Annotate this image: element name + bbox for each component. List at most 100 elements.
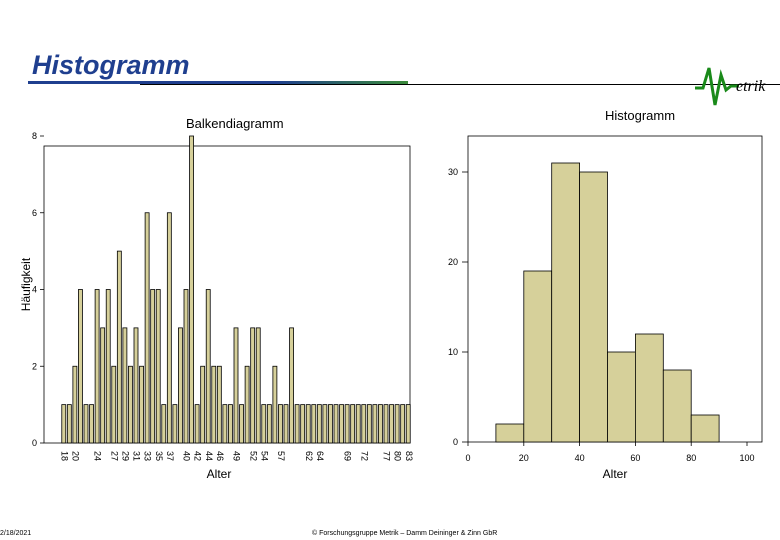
histogram-x-tick-label: 40: [575, 453, 585, 463]
bar-chart-bar: [261, 404, 267, 444]
bar-chart-bar: [244, 365, 250, 444]
bar-chart-bar: [78, 289, 83, 444]
title-underline: [28, 81, 408, 84]
bar-chart-bar: [83, 404, 89, 444]
footer-date: 2/18/2021: [0, 530, 32, 537]
histogram-x-tick-label: 20: [519, 453, 529, 463]
histogram-x-tick-label: 80: [686, 453, 696, 463]
bar-chart-bar: [278, 404, 283, 444]
bar-chart-bar: [222, 404, 228, 444]
bar-chart-x-tick-label: 72: [359, 451, 369, 461]
bar-chart-bar: [116, 250, 122, 444]
bar-chart-bar: [178, 327, 183, 444]
bar-chart-bar: [166, 212, 172, 444]
bar-chart-bar: [255, 327, 261, 444]
bar-chart-bar: [266, 404, 272, 444]
bar-chart-bar: [189, 135, 194, 444]
histogram-x-axis-label: Alter: [603, 467, 628, 481]
logo-text: etrik: [736, 78, 766, 95]
bar-chart-x-tick-label: 33: [143, 451, 153, 461]
bar-chart-bar: [150, 289, 156, 444]
bar-chart-x-tick-label: 24: [93, 451, 103, 461]
bar-chart-bar: [316, 404, 322, 444]
bar-chart-title: Balkendiagramm: [186, 116, 284, 131]
bar-chart-bar: [294, 404, 300, 444]
header-divider: [140, 84, 780, 85]
bar-chart-bar: [311, 404, 317, 444]
bar-chart-bar: [283, 404, 289, 444]
bar-chart-x-tick-label: 31: [132, 451, 142, 461]
bar-chart-bar: [161, 404, 167, 444]
bar-chart-y-axis-label: Häufigkeit: [19, 257, 33, 311]
bar-chart-y-tick-label: 6: [32, 208, 37, 218]
histogram-bar: [690, 414, 720, 443]
bar-chart-bar: [405, 404, 411, 444]
histogram-bar: [579, 171, 608, 443]
histogram-y-tick-label: 30: [448, 167, 458, 177]
bar-chart-bar: [144, 212, 150, 444]
logo-wave-icon: [695, 67, 739, 106]
histogram-x-tick-label: 60: [630, 453, 640, 463]
bar-chart-y-tick-label: 8: [32, 131, 37, 141]
histogram-x-tick-label: 100: [739, 453, 754, 463]
bar-chart-bar: [61, 404, 67, 444]
bar-chart-bar: [366, 404, 372, 444]
bar-chart-x-tick-label: 27: [109, 451, 119, 461]
bar-chart-x-tick-label: 62: [304, 451, 314, 461]
bar-chart-bar: [239, 404, 244, 444]
bar-chart-bar: [66, 404, 72, 444]
bar-chart-bar: [105, 289, 111, 444]
histogram-y-tick-label: 20: [448, 257, 458, 267]
slide-title: Histogramm: [32, 50, 190, 80]
bar-chart-x-tick-label: 37: [165, 451, 175, 461]
bar-chart-x-tick-label: 18: [59, 451, 69, 461]
bar-chart-bar: [216, 365, 222, 444]
bar-chart-bar: [372, 404, 378, 444]
bar-chart-x-axis-label: Alter: [207, 467, 232, 481]
bar-chart-x-tick-label: 46: [215, 451, 225, 461]
bar-chart-bar: [122, 327, 128, 444]
bar-chart-bar: [200, 365, 206, 444]
bar-chart-bar: [339, 404, 344, 444]
bar-chart-bar: [172, 404, 178, 444]
bar-chart-x-tick-label: 49: [232, 451, 242, 461]
bar-chart-bar: [333, 404, 339, 444]
bar-chart-x-tick-label: 57: [276, 451, 286, 461]
bar-chart-bar: [272, 365, 278, 444]
bar-chart-x-tick-label: 42: [193, 451, 203, 461]
bar-chart-bar: [389, 404, 394, 444]
bar-chart-bar: [300, 404, 306, 444]
bar-chart-x-tick-label: 69: [343, 451, 353, 461]
bar-chart-bar: [383, 404, 389, 444]
bar-chart-bar: [378, 404, 383, 444]
bar-chart-bar: [355, 404, 361, 444]
bar-chart-bar: [350, 404, 356, 444]
footer-copyright: © Forschungsgruppe Metrik – Damm Deining…: [312, 530, 498, 537]
histogram-bar: [662, 369, 692, 443]
bar-chart-y-tick-label: 2: [32, 361, 37, 371]
bar-chart-x-tick-label: 52: [248, 451, 258, 461]
bar-chart-x-tick-label: 29: [121, 451, 131, 461]
bar-chart-x-tick-label: 54: [259, 451, 269, 461]
histogram-title: Histogramm: [605, 108, 676, 123]
bar-chart-y-tick-label: 0: [32, 438, 37, 448]
histogram-y-tick-label: 0: [453, 437, 458, 447]
bar-chart-bar: [250, 327, 256, 444]
bar-chart-y-tick-label: 4: [32, 285, 37, 295]
bar-chart-x-tick-label: 40: [182, 451, 192, 461]
bar-chart-bar: [100, 327, 106, 444]
histogram-bar: [551, 162, 581, 443]
bar-chart-bar: [289, 327, 294, 444]
histogram-bar: [607, 351, 636, 443]
bar-chart-x-tick-label: 80: [393, 451, 403, 461]
bar-chart-x-tick-label: 83: [404, 451, 414, 461]
bar-chart-bar: [194, 404, 200, 444]
bar-chart-bar: [111, 365, 117, 444]
bar-chart-x-tick-label: 44: [204, 451, 214, 461]
bar-chart-bar: [133, 327, 139, 444]
histogram-bar: [635, 333, 664, 443]
bar-chart-bar: [328, 404, 333, 444]
bar-chart-bar: [361, 404, 367, 444]
histogram-x-tick-label: 0: [465, 453, 470, 463]
